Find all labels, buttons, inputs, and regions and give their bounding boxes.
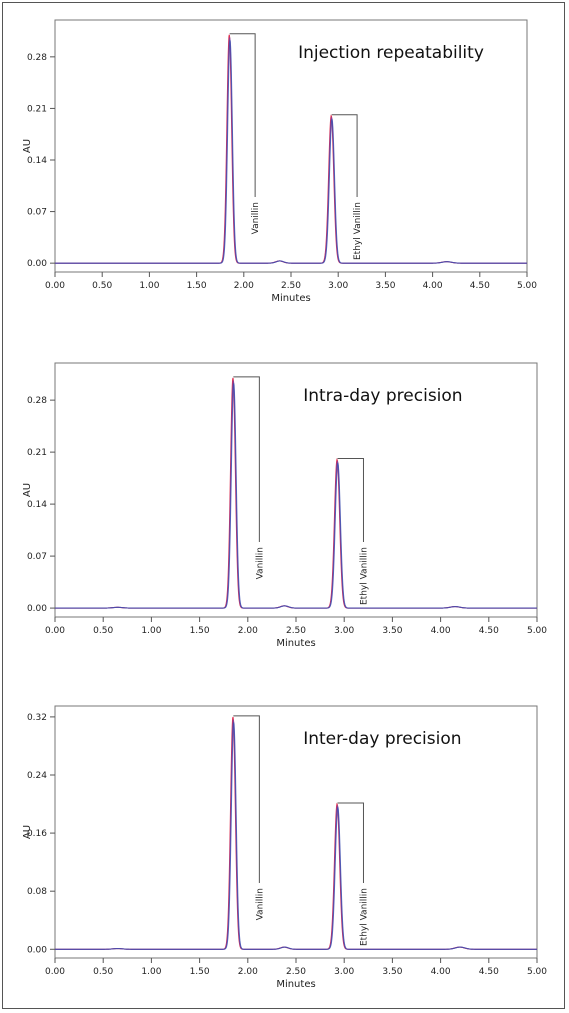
y-tick-label: 0.21 (27, 448, 47, 458)
y-tick-label: 0.14 (27, 156, 47, 166)
peak-label: Vanillin (255, 547, 265, 579)
x-tick-label: 3.00 (334, 967, 354, 977)
x-tick-label: 3.00 (334, 626, 354, 636)
x-tick-label: 4.00 (431, 967, 451, 977)
plot-area (54, 19, 528, 273)
chart-title: Injection repeatability (298, 43, 484, 63)
y-tick-label: 0.07 (27, 552, 47, 562)
peak-label-leader (233, 376, 260, 542)
x-tick-label: 4.50 (470, 281, 490, 291)
peak-label-leader (229, 33, 256, 197)
x-axis-label: Minutes (271, 293, 310, 304)
y-tick-label: 0.28 (27, 53, 47, 63)
x-tick-label: 1.00 (141, 626, 161, 636)
trace-line (55, 722, 537, 950)
peak-label: Vanillin (251, 202, 261, 234)
x-tick-label: 0.00 (45, 281, 65, 291)
x-tick-label: 0.50 (93, 967, 113, 977)
plot-area (54, 705, 538, 959)
peak-label: Ethyl Vanillin (359, 888, 369, 946)
plot-area (54, 362, 538, 618)
peak-label: Vanillin (255, 888, 265, 920)
x-tick-label: 2.50 (286, 626, 306, 636)
x-tick-label: 4.50 (479, 967, 499, 977)
x-tick-label: 3.50 (382, 626, 402, 636)
peak-label-leader (337, 802, 364, 883)
x-tick-label: 1.50 (187, 281, 207, 291)
x-axis-label: Minutes (276, 638, 315, 649)
x-tick-label: 0.00 (45, 967, 65, 977)
y-tick-label: 0.24 (27, 771, 47, 781)
x-tick-label: 2.00 (238, 626, 258, 636)
x-tick-label: 0.00 (45, 626, 65, 636)
x-tick-label: 4.50 (479, 626, 499, 636)
x-tick-label: 1.50 (190, 626, 210, 636)
peak-label-leader (233, 715, 260, 883)
x-tick-label: 2.00 (234, 281, 254, 291)
y-tick-label: 0.16 (27, 829, 47, 839)
y-tick-label: 0.21 (27, 104, 47, 114)
x-axis-label: Minutes (276, 979, 315, 990)
chart-title: Intra-day precision (303, 386, 462, 406)
y-axis-label: AU (22, 483, 33, 497)
peak-label-leader (337, 458, 364, 542)
x-tick-label: 1.50 (190, 967, 210, 977)
x-tick-label: 4.00 (423, 281, 443, 291)
x-tick-label: 2.50 (286, 967, 306, 977)
peak-label: Ethyl Vanillin (359, 547, 369, 605)
y-tick-label: 0.00 (27, 259, 47, 269)
y-axis-label: AU (22, 825, 33, 839)
x-tick-label: 4.00 (431, 626, 451, 636)
x-tick-label: 2.50 (281, 281, 301, 291)
x-tick-label: 3.50 (382, 967, 402, 977)
chart-title: Inter-day precision (303, 729, 461, 749)
x-tick-label: 5.00 (527, 626, 547, 636)
x-tick-label: 1.00 (141, 967, 161, 977)
x-tick-label: 0.50 (93, 626, 113, 636)
y-tick-label: 0.07 (27, 208, 47, 218)
x-tick-label: 5.00 (527, 967, 547, 977)
peak-label: Ethyl Vanillin (353, 202, 363, 260)
trace-line (55, 40, 527, 264)
y-tick-label: 0.32 (27, 713, 47, 723)
x-tick-label: 3.00 (328, 281, 348, 291)
y-tick-label: 0.08 (27, 887, 47, 897)
y-tick-label: 0.00 (27, 945, 47, 955)
trace-line (55, 383, 537, 609)
x-tick-label: 1.00 (139, 281, 159, 291)
peak-label-leader (331, 114, 358, 197)
y-tick-label: 0.28 (27, 396, 47, 406)
y-tick-label: 0.14 (27, 500, 47, 510)
x-tick-label: 2.00 (238, 967, 258, 977)
y-axis-label: AU (22, 139, 33, 153)
x-tick-label: 5.00 (517, 281, 537, 291)
x-tick-label: 0.50 (92, 281, 112, 291)
x-tick-label: 3.50 (375, 281, 395, 291)
y-tick-label: 0.00 (27, 604, 47, 614)
